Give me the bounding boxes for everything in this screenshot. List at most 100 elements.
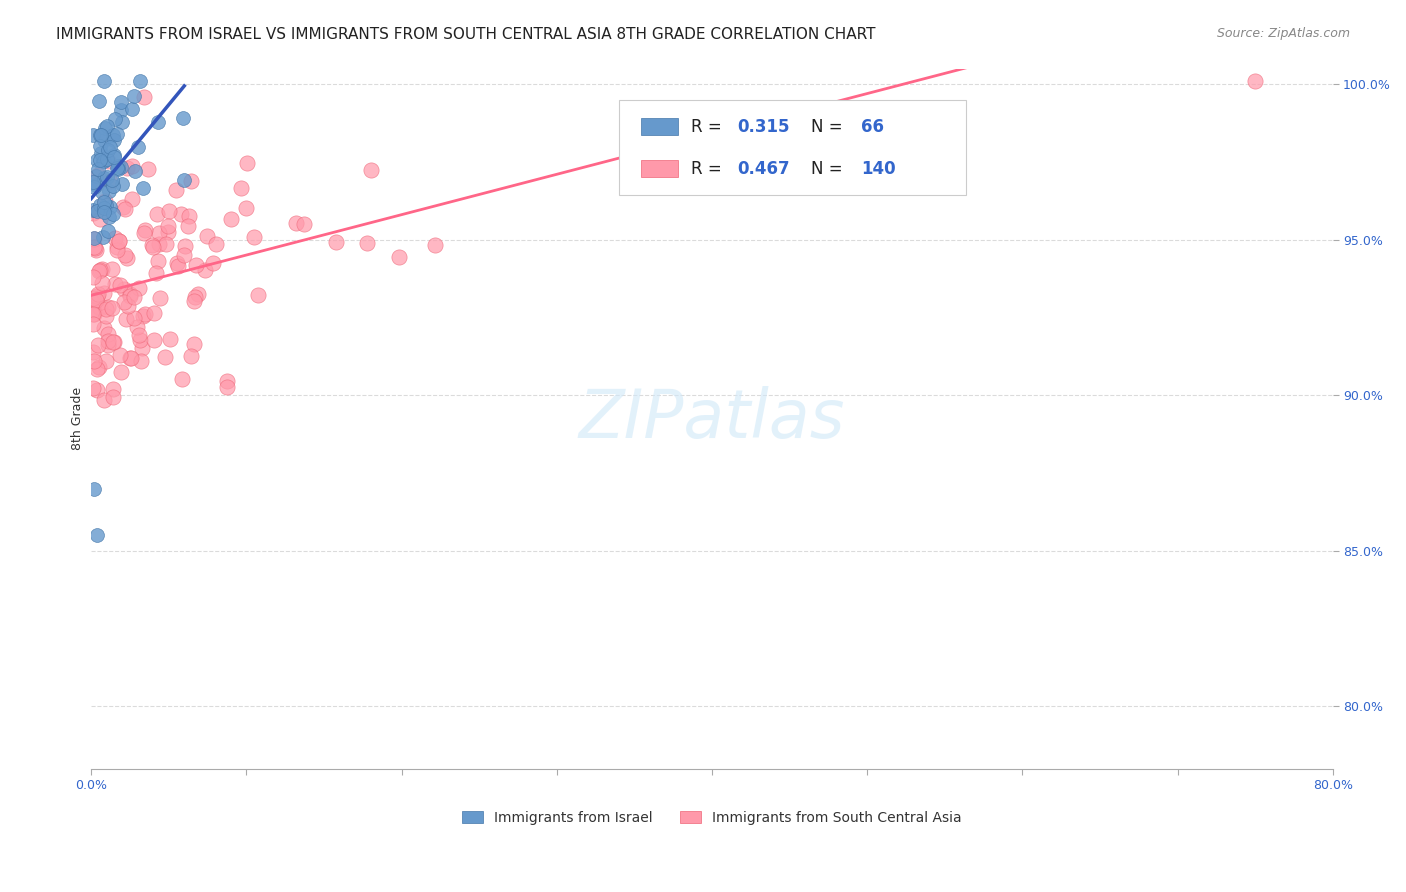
Immigrants from South Central Asia [215,374,238,388]
Immigrants from South Central Asia [94,353,117,368]
Immigrants from Israel [91,230,114,244]
Immigrants from South Central Asia [86,383,108,397]
Immigrants from South Central Asia [153,350,176,364]
Immigrants from Israel [97,224,120,238]
Immigrants from South Central Asia [134,307,156,321]
Immigrants from South Central Asia [149,291,172,305]
Immigrants from South Central Asia [87,300,110,314]
Text: IMMIGRANTS FROM ISRAEL VS IMMIGRANTS FROM SOUTH CENTRAL ASIA 8TH GRADE CORRELATI: IMMIGRANTS FROM ISRAEL VS IMMIGRANTS FRO… [56,27,876,42]
Immigrants from South Central Asia [166,259,188,273]
Immigrants from South Central Asia [83,354,105,368]
Immigrants from South Central Asia [356,235,378,250]
Immigrants from Israel [97,210,120,224]
Immigrants from South Central Asia [114,247,136,261]
Immigrants from South Central Asia [86,361,108,376]
Immigrants from South Central Asia [101,261,124,276]
Immigrants from South Central Asia [118,288,141,302]
Immigrants from South Central Asia [110,278,132,293]
Immigrants from South Central Asia [388,250,411,264]
Immigrants from South Central Asia [128,334,150,348]
Immigrants from Israel [83,179,105,194]
Immigrants from Israel [97,185,120,199]
Immigrants from Israel [103,207,125,221]
Immigrants from South Central Asia [94,301,117,316]
Immigrants from South Central Asia [325,235,347,249]
Immigrants from South Central Asia [93,392,115,407]
Immigrants from Israel [110,95,132,109]
Immigrants from South Central Asia [145,266,167,280]
Immigrants from South Central Asia [204,236,226,251]
Immigrants from South Central Asia [84,291,107,305]
Immigrants from South Central Asia [101,334,124,349]
Immigrants from South Central Asia [124,290,146,304]
Immigrants from Israel [110,177,132,191]
Immigrants from South Central Asia [201,255,224,269]
Immigrants from Israel [90,185,112,199]
Immigrants from South Central Asia [100,174,122,188]
Immigrants from Israel [86,528,108,542]
Immigrants from South Central Asia [159,332,181,346]
Immigrants from South Central Asia [97,301,120,315]
Immigrants from South Central Asia [83,293,105,308]
Immigrants from Israel [83,482,105,496]
Immigrants from Israel [91,153,114,168]
Immigrants from South Central Asia [105,243,128,257]
Immigrants from Israel [148,115,170,129]
Immigrants from South Central Asia [174,239,197,253]
Immigrants from South Central Asia [124,310,146,325]
Immigrants from Israel [105,161,128,175]
Immigrants from South Central Asia [112,282,135,296]
Immigrants from Israel [86,153,108,168]
Immigrants from Israel [101,178,124,193]
Text: Source: ZipAtlas.com: Source: ZipAtlas.com [1216,27,1350,40]
Immigrants from South Central Asia [134,222,156,236]
Text: 0.315: 0.315 [737,118,789,136]
Immigrants from South Central Asia [103,334,125,349]
Immigrants from South Central Asia [110,365,132,379]
Immigrants from South Central Asia [103,382,125,396]
Immigrants from South Central Asia [82,307,104,321]
Immigrants from Israel [98,200,121,214]
Immigrants from South Central Asia [128,280,150,294]
Immigrants from South Central Asia [114,312,136,326]
Text: R =: R = [690,160,727,178]
Immigrants from Israel [93,201,115,215]
Immigrants from South Central Asia [82,318,104,332]
Immigrants from South Central Asia [97,338,120,352]
Immigrants from South Central Asia [110,348,132,362]
Immigrants from South Central Asia [84,241,107,255]
Immigrants from Israel [97,143,120,157]
Text: 66: 66 [860,118,884,136]
Immigrants from South Central Asia [156,225,179,239]
Immigrants from Israel [96,153,118,167]
Immigrants from South Central Asia [104,230,127,244]
Immigrants from Israel [103,133,125,147]
Immigrants from South Central Asia [243,229,266,244]
Immigrants from South Central Asia [425,238,447,252]
Immigrants from Israel [83,231,105,245]
Immigrants from South Central Asia [91,261,114,276]
Immigrants from South Central Asia [146,207,169,221]
Immigrants from Israel [82,128,104,142]
Immigrants from Israel [98,140,121,154]
Immigrants from South Central Asia [97,326,120,341]
Immigrants from Israel [124,163,146,178]
Immigrants from South Central Asia [194,262,217,277]
Immigrants from South Central Asia [180,349,202,363]
Immigrants from South Central Asia [87,338,110,352]
Immigrants from South Central Asia [89,262,111,277]
Immigrants from South Central Asia [165,183,187,197]
Immigrants from South Central Asia [184,290,207,304]
Immigrants from South Central Asia [148,254,170,268]
Immigrants from South Central Asia [215,379,238,393]
Immigrants from South Central Asia [157,219,180,234]
Immigrants from South Central Asia [117,299,139,313]
Immigrants from Israel [93,170,115,185]
Immigrants from South Central Asia [187,287,209,301]
Text: N =: N = [811,118,848,136]
Y-axis label: 8th Grade: 8th Grade [72,387,84,450]
Immigrants from Israel [96,119,118,133]
Immigrants from South Central Asia [155,236,177,251]
Immigrants from South Central Asia [89,359,111,374]
Immigrants from Israel [127,140,149,154]
